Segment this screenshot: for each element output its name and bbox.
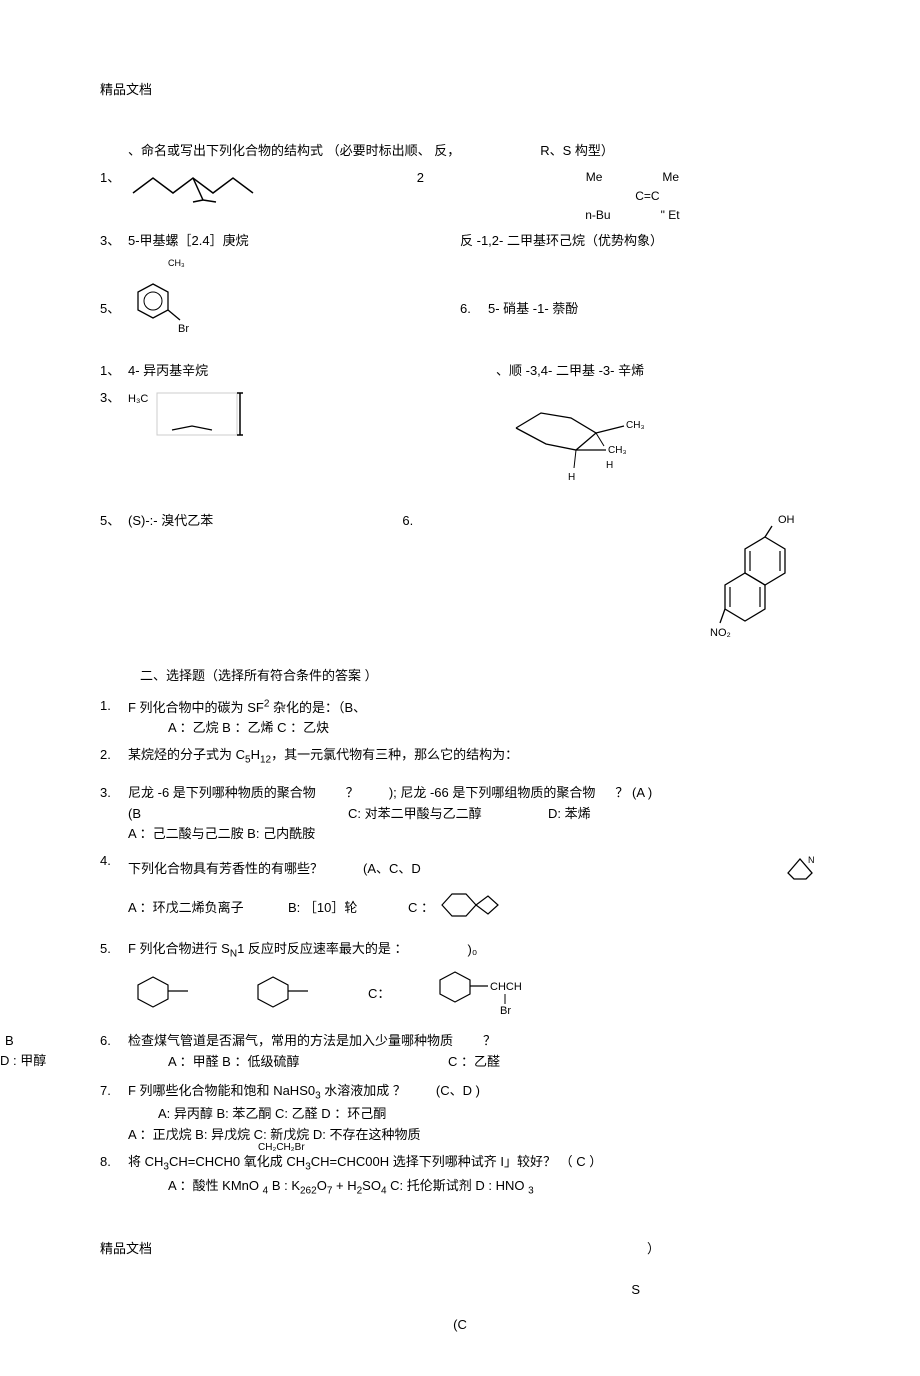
svg-text:Br: Br <box>500 1005 511 1016</box>
p2q5-struct1 <box>128 971 208 1018</box>
p2q5-paren: )₀ <box>468 940 478 961</box>
b6-structure: OH NO₂ <box>710 511 820 648</box>
p2q5-text: F 列化合物进行 SN1 反应时反应速率最大的是 ： <box>128 939 408 963</box>
section1-title-right: R、S 构型） <box>540 141 614 162</box>
q2-r1r: Me <box>662 168 679 187</box>
section1-title: 、命名或写出下列化合物的结构式 （必要时标出顺、 反， <box>128 141 460 162</box>
p2q7-ans: (C、D ) <box>436 1081 480 1105</box>
b1-text: 4- 异丙基辛烷 <box>128 361 208 382</box>
q4-text: 反 -1,2- 二甲基环己烷（优势构象） <box>460 233 663 248</box>
p2q6-choices-c: C ：乙醛 <box>448 1052 500 1073</box>
p2q2-num: 2. <box>100 745 128 766</box>
b3-num: 3、 <box>100 388 128 409</box>
p2q8-num: 8. <box>100 1152 128 1173</box>
p2q1-num: 1. <box>100 696 128 717</box>
p2q3-qm2: ？ (A ) <box>615 783 652 804</box>
svg-text:NO₂: NO₂ <box>710 627 731 639</box>
p2q5-struct2 <box>248 971 328 1018</box>
b3-structure: H₃C <box>128 388 252 443</box>
p2q4-c-struct <box>434 888 504 929</box>
b3-label: H₃C <box>128 393 148 405</box>
p2q6-left-d: D : 甲醇 <box>0 1051 46 1072</box>
p2q4-text: 下列化合物具有芳香性的有哪些？ <box>128 859 323 880</box>
p2q3-num: 3. <box>100 783 128 804</box>
p2q3-qm1: ？ <box>346 783 359 804</box>
q6-text: 5- 硝基 -1- 萘酚 <box>488 299 578 320</box>
b1-num: 1、 <box>100 361 128 382</box>
p2q4-num: 4. <box>100 851 128 872</box>
q2-r2l: n-Bu <box>585 206 610 225</box>
header-label: 精品文档 <box>100 80 820 101</box>
q3-sub: CH₃ <box>168 256 249 270</box>
svg-text:OH: OH <box>778 514 795 526</box>
p2q3-line2-left: (B <box>128 804 348 825</box>
q2-r1l: Me <box>586 168 603 187</box>
p2q6-choices-a: A ：甲醛 B ：低级硫醇 <box>168 1052 448 1073</box>
p2q6-num: 6. <box>100 1031 128 1052</box>
p2q8-text: 将 CH3CH=CHCH0 CH₂CH₂Br 氧化成 CH3CH=CHC00H … <box>128 1152 820 1176</box>
q3-text: 5-甲基螺［2.4］庚烷 <box>128 233 249 248</box>
p2q1-choices: A ：乙烷 B ：乙烯 C ：乙炔 <box>168 718 366 739</box>
q1-structure <box>128 168 268 211</box>
p2q8-over: CH₂CH₂Br <box>258 1140 305 1156</box>
footer-left: 精品文档 <box>100 1239 152 1260</box>
q2-num: 2 <box>417 168 445 189</box>
p2q3-d: D: 苯烯 <box>548 804 591 825</box>
p2q7-text: F 列哪些化合物能和饱和 NaHS03 水溶液加成 ？ <box>128 1081 406 1105</box>
svg-text:CH₃: CH₃ <box>608 445 627 456</box>
p2q7-num: 7. <box>100 1081 128 1102</box>
q2-r2r: " Et <box>661 206 680 225</box>
b5-num: 5、 <box>100 511 128 532</box>
q5-structure: Br <box>128 276 198 343</box>
p2q6-text: 检查煤气管道是否漏气，常用的方法是加入少量哪种物质 <box>128 1031 453 1052</box>
svg-text:CHCH: CHCH <box>490 981 522 993</box>
p2q3-text-a: 尼龙 -6 是下列哪种物质的聚合物 <box>128 783 316 804</box>
p2q1-text: F 列化合物中的碳为 SF2 杂化的是：（B、 <box>128 700 366 715</box>
p2q4-ans: (A、C、D <box>363 859 421 880</box>
q5-num: 5、 <box>100 299 128 320</box>
p2q4-c: C ： <box>408 898 434 919</box>
p2q3-choices: A ：己二酸与己二胺 B: 己内酰胺 <box>128 824 820 845</box>
p2q5-c-label: C： <box>368 984 390 1005</box>
p2q7-choices: A: 异丙醇 B: 苯乙酮 C: 乙醛 D ：环己酮 <box>158 1104 820 1125</box>
p2q7-extra: A ：正戊烷 B: 异戊烷 C: 新戊烷 D: 不存在这种物质 <box>128 1125 820 1146</box>
p2q4-b: B: ［10］轮 <box>288 898 408 919</box>
p2q4-d-struct: N <box>780 851 820 888</box>
q3-num: 3、 <box>100 231 128 270</box>
p2q6-qm: ？ <box>483 1031 496 1052</box>
svg-text:H: H <box>568 472 575 483</box>
p2q3-text-b: ); 尼龙 -66 是下列哪组物质的聚合物 <box>389 783 596 804</box>
b4-structure: CH₃ CH₃ H H <box>496 388 656 505</box>
section2-title: 二、选择题（选择所有符合条件的答案 ） <box>140 666 820 687</box>
svg-text:CH₃: CH₃ <box>626 420 645 431</box>
below-s: S <box>100 1280 640 1301</box>
svg-text:Br: Br <box>178 323 189 335</box>
p2q8-choices: A ：酸性 KMnO 4 B : K262O7 + H2SO4 C: 托伦斯试剂… <box>168 1176 820 1200</box>
q1-num: 1、 <box>100 168 128 211</box>
b2-text: 、顺 -3,4- 二甲基 -3- 辛烯 <box>496 361 644 382</box>
p2q2-text: 某烷烃的分子式为 C5H12，其一元氯代物有三种，那么它的结构为： <box>128 745 518 769</box>
q2-center: C=C <box>615 187 679 206</box>
p2q5-c-struct: CHCH Br <box>430 966 550 1023</box>
p2q6-left-b: B <box>5 1031 14 1052</box>
p2q4-a: A ：环戊二烯负离子 <box>128 898 288 919</box>
b5-text: (S)-:- 溴代乙苯 <box>128 511 213 532</box>
section1-title-row: 、命名或写出下列化合物的结构式 （必要时标出顺、 反， R、S 构型） <box>100 141 820 162</box>
q6-num: 6. <box>460 299 488 320</box>
footer-right: ） <box>647 1239 660 1260</box>
svg-text:N: N <box>808 855 815 865</box>
p2q5-num: 5. <box>100 939 128 960</box>
b6-num: 6. <box>402 511 430 532</box>
svg-text:H: H <box>606 460 613 471</box>
p2q3-c: C: 对苯二甲酸与乙二醇 <box>348 804 548 825</box>
below-c: (C <box>100 1315 820 1336</box>
q2-structure: Me Me C=C n-Bu " Et <box>445 168 820 226</box>
